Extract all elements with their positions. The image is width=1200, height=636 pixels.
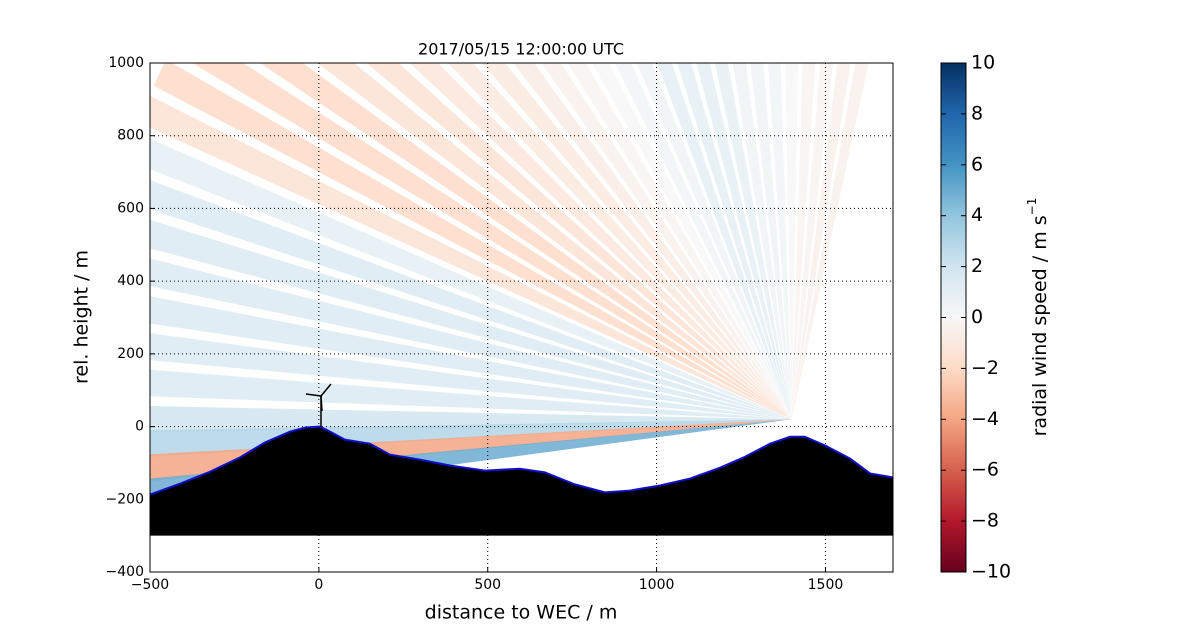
scan-ray bbox=[447, 63, 792, 420]
turbine bbox=[305, 383, 332, 427]
colorbar-tick-label: −8 bbox=[971, 510, 999, 532]
x-tick-label: 1500 bbox=[808, 577, 844, 593]
scan-ray bbox=[767, 63, 792, 420]
colorbar-tick-label: 4 bbox=[971, 204, 983, 226]
scan-ray bbox=[512, 63, 792, 420]
scan-ray bbox=[150, 258, 792, 420]
scan-ray bbox=[409, 63, 792, 420]
scan-ray bbox=[150, 369, 792, 420]
chart-title: 2017/05/15 12:00:00 UTC bbox=[418, 40, 624, 59]
scan-ray bbox=[150, 333, 792, 420]
colorbar-label-sup: −1 bbox=[1025, 198, 1039, 216]
scan-ray bbox=[366, 63, 792, 420]
scan-ray bbox=[714, 63, 792, 420]
scan-ray bbox=[317, 63, 792, 420]
colorbar-label-text: radial wind speed / m s bbox=[1029, 215, 1051, 436]
y-tick-label: −200 bbox=[106, 491, 144, 507]
x-axis-label: distance to WEC / m bbox=[425, 602, 618, 624]
scan-ray bbox=[150, 180, 792, 420]
colorbar-tick-label: 10 bbox=[971, 52, 995, 74]
scan-ray bbox=[592, 63, 792, 420]
scan-ray bbox=[791, 63, 851, 420]
scan-ray bbox=[732, 63, 792, 420]
y-tick-label: 400 bbox=[117, 273, 144, 289]
colorbar-label: radial wind speed / m s−1 bbox=[1025, 198, 1051, 437]
scan-ray bbox=[192, 63, 792, 420]
x-tick-label: 500 bbox=[474, 577, 501, 593]
colorbar-tick-label: −2 bbox=[971, 357, 999, 379]
scan-ray bbox=[150, 219, 792, 420]
colorbar-tick-label: 0 bbox=[971, 306, 983, 328]
scan-ray bbox=[259, 63, 792, 420]
colorbar-tick-label: −10 bbox=[971, 561, 1011, 583]
scan-ray bbox=[791, 63, 816, 420]
colorbar-tick-label: 6 bbox=[971, 153, 983, 175]
terrain bbox=[150, 425, 893, 536]
scan-ray bbox=[150, 95, 792, 420]
scan-ray bbox=[657, 63, 792, 420]
scan-ray bbox=[614, 63, 792, 420]
colorbar-tick-label: −4 bbox=[971, 408, 999, 430]
scan-ray bbox=[696, 63, 792, 420]
scan-ray bbox=[153, 63, 792, 420]
x-tick-label: 0 bbox=[314, 577, 323, 593]
y-tick-label: 0 bbox=[135, 419, 144, 435]
y-tick-label: 200 bbox=[117, 346, 144, 362]
y-tick-label: 600 bbox=[117, 200, 144, 216]
scan-ray bbox=[791, 63, 869, 420]
colorbar-tick-label: 8 bbox=[971, 102, 983, 124]
scan-ray bbox=[541, 63, 792, 420]
y-axis-label: rel. height / m bbox=[71, 250, 93, 384]
scan-ray bbox=[481, 63, 792, 420]
colorbar-tick-label: −6 bbox=[971, 459, 999, 481]
x-tick-label: −500 bbox=[131, 577, 169, 593]
scan-ray bbox=[750, 63, 792, 420]
terrain-fill bbox=[150, 426, 893, 536]
scan-ray bbox=[791, 63, 833, 420]
colorbar-tick-label: 2 bbox=[971, 255, 983, 277]
y-tick-label: −400 bbox=[106, 564, 144, 580]
y-tick-label: 1000 bbox=[108, 55, 144, 71]
scan-ray bbox=[150, 296, 792, 420]
scan-ray bbox=[636, 63, 792, 420]
y-tick-label: 800 bbox=[117, 128, 144, 144]
scan-ray bbox=[785, 63, 799, 420]
scan-ray bbox=[150, 406, 792, 433]
x-tick-label: 1000 bbox=[639, 577, 675, 593]
scan-ray bbox=[677, 63, 792, 420]
plot-frame bbox=[149, 62, 894, 573]
terrain-line bbox=[150, 425, 893, 496]
scan-ray bbox=[567, 63, 792, 420]
scan-field bbox=[150, 63, 869, 506]
scan-ray bbox=[150, 138, 792, 420]
